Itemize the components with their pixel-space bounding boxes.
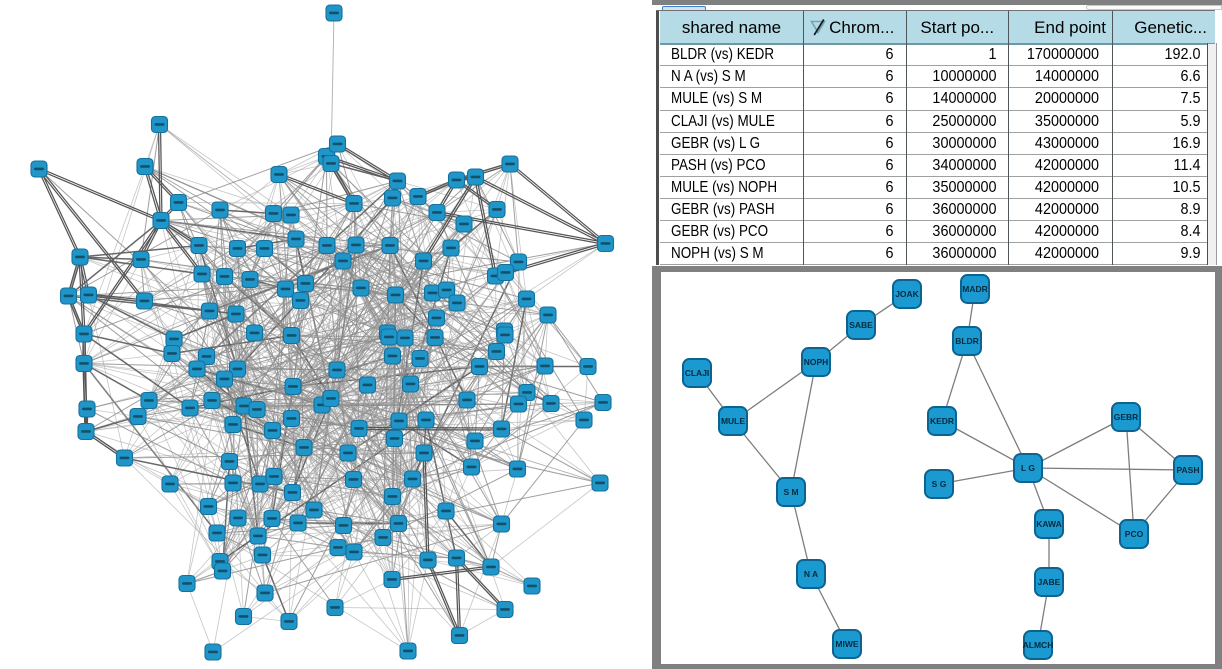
svg-text:N A: N A xyxy=(804,569,818,579)
svg-text:JOAK: JOAK xyxy=(895,289,919,299)
svg-text:ALMCH: ALMCH xyxy=(1023,640,1054,650)
svg-text:KEDR: KEDR xyxy=(930,416,954,426)
svg-text:BLDR: BLDR xyxy=(955,336,979,346)
svg-text:S M: S M xyxy=(783,487,798,497)
svg-text:KAWA: KAWA xyxy=(1036,519,1062,529)
svg-text:JABE: JABE xyxy=(1038,577,1061,587)
svg-text:PCO: PCO xyxy=(1125,529,1144,539)
svg-text:GEBR: GEBR xyxy=(1114,412,1139,422)
svg-text:PASH: PASH xyxy=(1177,465,1200,475)
svg-text:MADR: MADR xyxy=(962,284,988,294)
svg-text:L G: L G xyxy=(1021,463,1035,473)
svg-text:CLAJI: CLAJI xyxy=(685,368,710,378)
svg-text:S G: S G xyxy=(932,479,947,489)
svg-text:NOPH: NOPH xyxy=(804,357,829,367)
svg-text:MIWE: MIWE xyxy=(835,639,858,649)
svg-text:SABE: SABE xyxy=(849,320,873,330)
svg-text:MULE: MULE xyxy=(721,416,745,426)
